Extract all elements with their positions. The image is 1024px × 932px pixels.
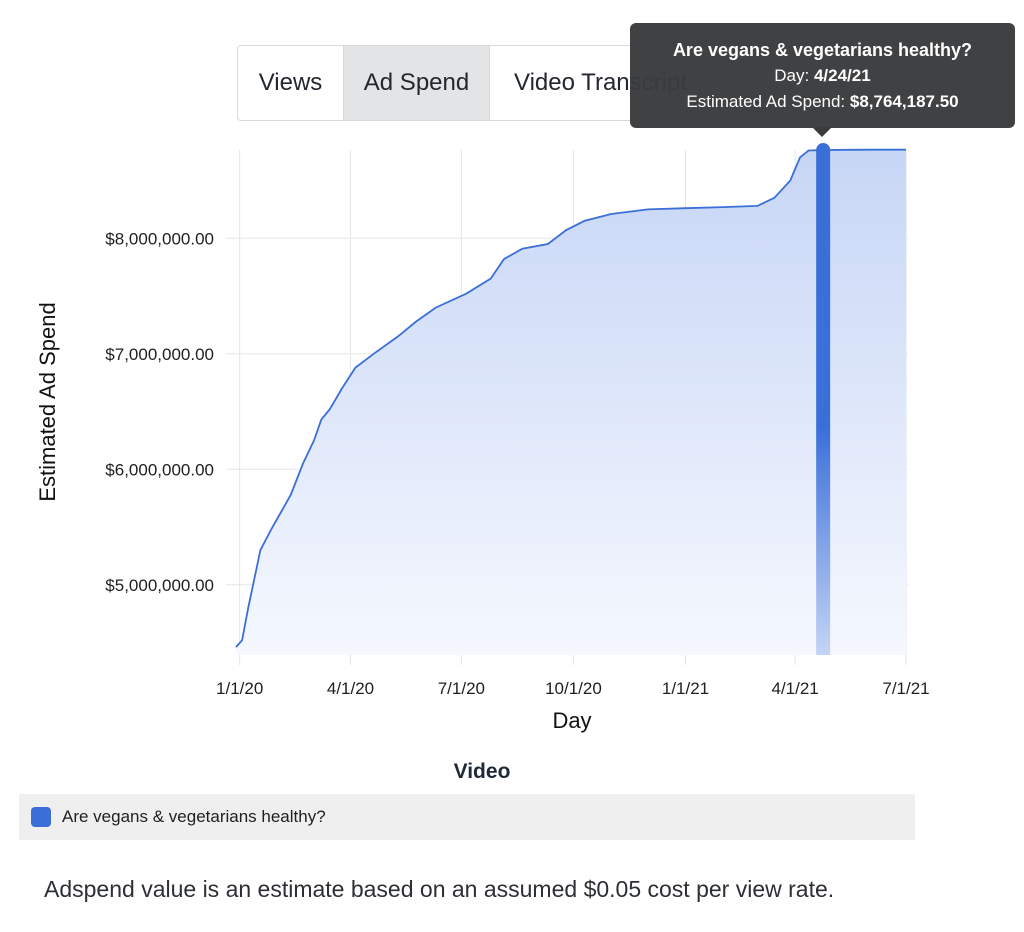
x-tick-label: 4/1/21 — [772, 679, 819, 698]
tab-ad-spend[interactable]: Ad Spend — [344, 46, 490, 120]
tooltip-spend-row: Estimated Ad Spend: $8,764,187.50 — [630, 89, 1015, 115]
x-tick-label: 1/1/20 — [216, 679, 263, 698]
tooltip-spend-value: $8,764,187.50 — [849, 92, 959, 111]
tooltip-day-row: Day: 4/24/21 — [630, 63, 1015, 89]
x-tick-label: 4/1/20 — [327, 679, 374, 698]
y-axis-title: Estimated Ad Spend — [35, 302, 60, 501]
y-tick-label: $5,000,000.00 — [105, 576, 214, 595]
hover-tooltip: Are vegans & vegetarians healthy? Day: 4… — [630, 23, 1015, 128]
area-layer — [235, 148, 906, 655]
y-tick-label: $8,000,000.00 — [105, 229, 214, 248]
tooltip-spend-label: Estimated Ad Spend: — [686, 92, 850, 111]
x-tick-label: 1/1/21 — [662, 679, 709, 698]
tooltip-title: Are vegans & vegetarians healthy? — [672, 40, 973, 60]
legend-item[interactable]: Are vegans & vegetarians healthy? — [19, 794, 915, 840]
legend-swatch — [31, 807, 51, 827]
tooltip-day-label: Day: — [774, 66, 814, 85]
x-axis-title: Day — [552, 708, 591, 733]
footnote: Adspend value is an estimate based on an… — [44, 876, 835, 902]
highlight-layer — [816, 143, 831, 655]
legend-label: Are vegans & vegetarians healthy? — [62, 807, 326, 826]
tooltip-arrow — [812, 127, 832, 137]
tick-labels: $5,000,000.00 $6,000,000.00 $7,000,000.00 $… — [105, 229, 929, 698]
x-tick-label: 7/1/21 — [882, 679, 929, 698]
series-line — [235, 148, 906, 648]
highlight-point[interactable] — [816, 143, 831, 157]
x-tick-label: 10/1/20 — [545, 679, 602, 698]
x-tick-label: 7/1/20 — [438, 679, 485, 698]
tooltip-day-value: 4/24/21 — [813, 66, 871, 85]
highlight-bar — [816, 150, 831, 655]
legend-title: Video — [453, 760, 511, 783]
y-tick-label: $6,000,000.00 — [105, 460, 214, 479]
y-tick-label: $7,000,000.00 — [105, 345, 214, 364]
ad-spend-chart: $5,000,000.00 $6,000,000.00 $7,000,000.00 $… — [35, 143, 930, 733]
series-area — [236, 149, 906, 655]
tab-views[interactable]: Views — [238, 46, 344, 120]
